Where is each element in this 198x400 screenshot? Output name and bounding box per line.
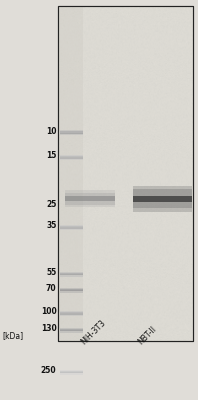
Bar: [60, 225, 83, 227]
Text: 15: 15: [46, 152, 56, 160]
Bar: [60, 274, 83, 277]
Bar: [60, 272, 83, 274]
Bar: [60, 133, 83, 135]
Bar: [60, 371, 83, 374]
Bar: [60, 226, 83, 228]
Text: 130: 130: [41, 324, 56, 333]
Bar: [58, 6, 83, 341]
Bar: [65, 193, 115, 205]
Text: NBT-II: NBT-II: [136, 324, 158, 346]
Bar: [133, 196, 192, 202]
Bar: [65, 196, 115, 201]
Bar: [60, 312, 83, 314]
Bar: [60, 330, 83, 333]
Text: [kDa]: [kDa]: [2, 331, 23, 340]
Bar: [60, 273, 83, 275]
Bar: [60, 329, 83, 331]
Bar: [58, 6, 193, 341]
Bar: [60, 130, 83, 132]
Text: 100: 100: [41, 308, 56, 316]
Bar: [60, 289, 83, 291]
Bar: [60, 311, 83, 313]
Bar: [60, 372, 83, 375]
Text: 10: 10: [46, 127, 56, 136]
Bar: [60, 314, 83, 316]
Text: 70: 70: [46, 284, 56, 293]
Bar: [65, 190, 115, 207]
Text: 250: 250: [41, 366, 56, 375]
Bar: [133, 189, 192, 208]
Bar: [58, 6, 193, 341]
Bar: [60, 155, 83, 157]
Bar: [60, 156, 83, 158]
Text: 25: 25: [46, 200, 56, 209]
Text: 35: 35: [46, 222, 56, 230]
Bar: [133, 186, 192, 212]
Bar: [60, 288, 83, 290]
Bar: [60, 370, 83, 372]
Text: NIH-3T3: NIH-3T3: [80, 318, 108, 346]
Bar: [60, 328, 83, 330]
Bar: [60, 228, 83, 230]
Bar: [60, 158, 83, 160]
Bar: [60, 290, 83, 293]
Bar: [60, 132, 83, 134]
Text: 55: 55: [46, 268, 56, 277]
